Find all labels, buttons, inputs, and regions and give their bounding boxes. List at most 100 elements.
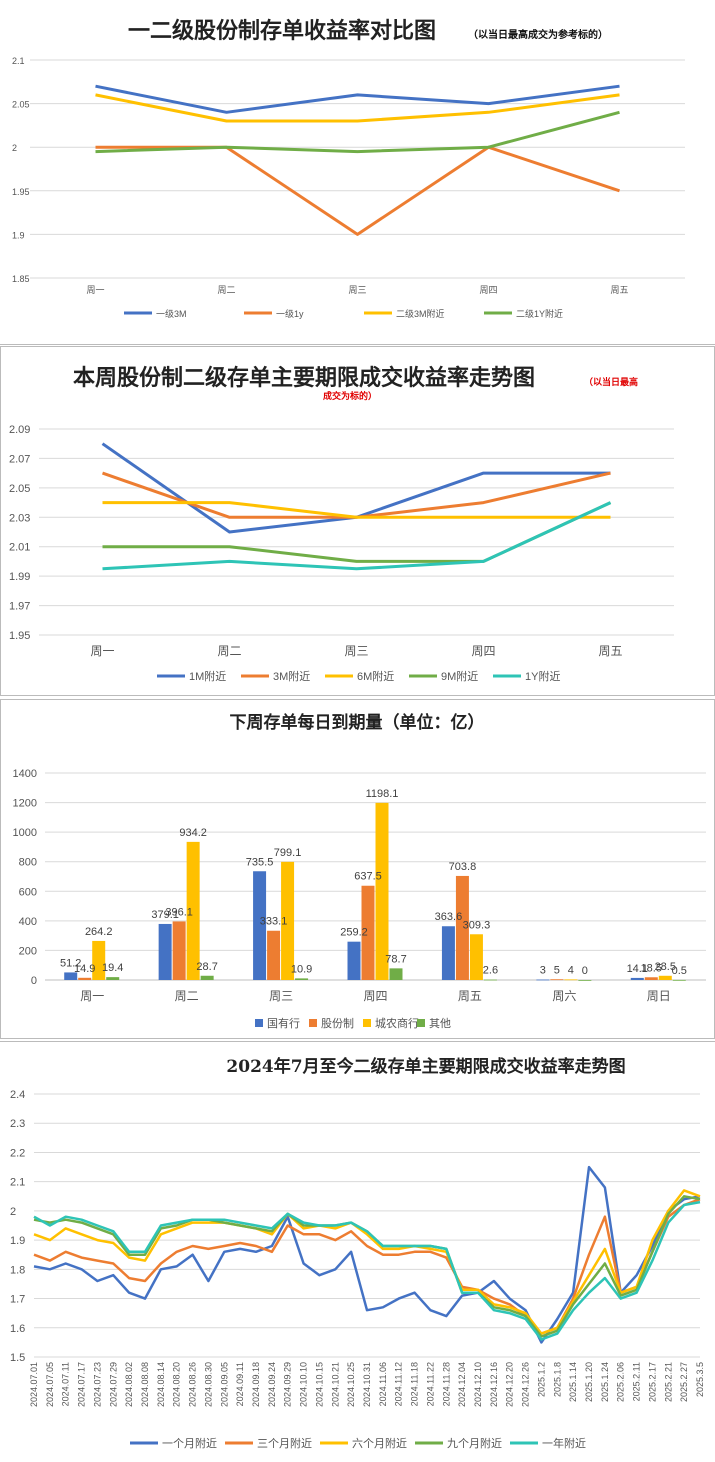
y-tick-label: 1.8 [10, 1264, 25, 1276]
legend-label: 三个月附近 [257, 1436, 312, 1450]
chart-svg-2: 本周股份制二级存单主要期限成交收益率走势图 （以当日最高 成交为标的） 1.95… [9, 365, 674, 683]
y-tick-label: 800 [19, 857, 37, 869]
legend-swatch [363, 1019, 371, 1027]
x-tick-label: 2024.08.26 [188, 1362, 198, 1407]
bar [253, 871, 267, 980]
data-label: 799.1 [274, 847, 302, 859]
x-axis-ticks: 周一 周二 周三 周四 周五 周六 周日 [80, 989, 671, 1003]
y-tick-label: 0 [31, 975, 37, 987]
y-tick-label: 600 [19, 886, 37, 898]
y-axis-ticks: 1.85 1.9 1.95 2 2.05 2.1 [12, 56, 30, 284]
legend-label: 国有行 [267, 1016, 300, 1030]
y-tick-label: 1.7 [10, 1294, 25, 1306]
data-label: 5 [554, 964, 560, 976]
chart-svg-1: 一二级股份制存单收益率对比图 （以当日最高成交为参考标的） 1.85 1.9 1.9… [12, 18, 685, 319]
x-tick-label: 2024.08.30 [203, 1362, 213, 1407]
x-tick-label: 2024.08.20 [172, 1362, 182, 1407]
series-line [33, 1165, 701, 1344]
bar [281, 861, 295, 980]
bar [267, 930, 281, 980]
x-tick-label: 周五 [598, 644, 622, 658]
y-tick-label: 1400 [13, 768, 37, 780]
x-tick-label: 2025.1.20 [584, 1362, 594, 1402]
y-tick-label: 2.03 [9, 512, 30, 524]
x-tick-label: 2024.08.08 [140, 1362, 150, 1407]
data-label: 396.1 [165, 906, 193, 918]
legend-label: 二级1Y附近 [516, 308, 563, 319]
bar [172, 921, 186, 980]
x-tick-label: 周二 [175, 989, 199, 1003]
x-tick-label: 2024.09.18 [251, 1362, 261, 1407]
legend-label: 一级1y [276, 308, 304, 319]
legend-swatch [417, 1019, 425, 1027]
legend-label: 3M附近 [273, 669, 310, 683]
data-label: 10.9 [291, 963, 312, 975]
legend-swatch [255, 1019, 263, 1027]
legend-label: 二级3M附近 [396, 308, 445, 319]
data-label: 735.5 [246, 856, 274, 868]
x-tick-label: 2025.2.27 [679, 1362, 689, 1402]
bar [92, 940, 106, 980]
data-label: 1198.1 [366, 788, 399, 800]
data-label: 2.6 [483, 965, 498, 977]
y-tick-label: 2.1 [12, 56, 25, 66]
y-tick-label: 2.05 [12, 100, 30, 110]
x-tick-label: 周三 [344, 644, 368, 658]
x-tick-label: 2024.07.23 [92, 1362, 102, 1407]
x-tick-label: 周五 [458, 989, 482, 1003]
y-tick-label: 1.9 [10, 1235, 25, 1247]
x-tick-label: 2024.07.11 [61, 1362, 71, 1406]
x-tick-label: 周二 [217, 644, 241, 658]
y-tick-label: 2.3 [10, 1118, 25, 1130]
x-tick-label: 2024.11.12 [394, 1362, 404, 1406]
legend: 1M附近 3M附近 6M附近 9M附近 1Y附近 [157, 669, 560, 683]
bar [550, 979, 564, 981]
x-tick-label: 2024.11.18 [410, 1362, 420, 1406]
y-tick-label: 1.5 [10, 1352, 25, 1364]
y-tick-label: 1.95 [9, 630, 30, 642]
x-tick-label: 周一 [86, 285, 104, 295]
bar [200, 975, 214, 980]
legend-label: 一级3M [156, 308, 187, 319]
chart-title: 2024年7月至今二级存单主要期限成交收益率走势图 [226, 1056, 625, 1077]
bar [469, 934, 483, 980]
x-tick-label: 2024.11.22 [425, 1362, 435, 1406]
chart-panel-tier-comparison: 一二级股份制存单收益率对比图 （以当日最高成交为参考标的） 1.85 1.9 1.9… [0, 0, 715, 345]
bar [564, 979, 578, 981]
x-tick-label: 2024.10.10 [299, 1362, 309, 1407]
legend-label: 1Y附近 [525, 669, 560, 683]
chart-panel-weekly-trend: 本周股份制二级存单主要期限成交收益率走势图 （以当日最高 成交为标的） 1.95… [0, 346, 715, 696]
chart-panel-history-trend: 2024年7月至今二级存单主要期限成交收益率走势图 1.5 1.6 1.7 1.8 1.… [0, 1041, 715, 1461]
bar [375, 802, 389, 980]
data-label: 3 [540, 965, 546, 977]
series-line [33, 1200, 701, 1341]
legend-label: 一年附近 [542, 1436, 586, 1450]
chart-svg-4: 2024年7月至今二级存单主要期限成交收益率走势图 1.51.61.71.81.… [10, 1056, 705, 1450]
x-axis-ticks: 周一 周二 周三 周四 周五 [86, 285, 628, 295]
legend-label: 城农商行 [375, 1016, 419, 1030]
legend-label: 一个月附近 [162, 1436, 217, 1450]
y-axis-ticks: 1.95 1.97 1.99 2.01 2.03 2.05 2.07 2.09 [9, 424, 30, 642]
x-tick-label: 周一 [90, 644, 114, 658]
legend-label: 6M附近 [357, 669, 394, 683]
series-line [95, 93, 620, 123]
x-tick-label: 2024.12.04 [457, 1362, 467, 1407]
series-line [33, 1198, 701, 1335]
plot-series [95, 84, 620, 236]
y-tick-label: 2.07 [9, 453, 30, 465]
chart-note-line-2: 成交为标的） [323, 390, 377, 402]
x-tick-label: 2024.07.17 [77, 1362, 87, 1407]
chart-title: 本周股份制二级存单主要期限成交收益率走势图 [73, 365, 535, 391]
x-tick-label: 2024.12.26 [521, 1362, 531, 1407]
bar [658, 975, 672, 980]
data-label: 18.5 [641, 962, 662, 974]
bar [483, 979, 497, 981]
plot-series [33, 1165, 701, 1344]
data-label: 28.7 [196, 961, 217, 973]
y-tick-label: 2 [12, 143, 17, 153]
x-tick-label: 2025.1.2 [536, 1362, 546, 1397]
chart-note: （以当日最高成交为参考标的） [468, 28, 608, 41]
x-tick-label: 2024.10.31 [362, 1362, 372, 1407]
x-tick-label: 周二 [217, 285, 235, 295]
x-tick-label: 周四 [363, 989, 387, 1003]
